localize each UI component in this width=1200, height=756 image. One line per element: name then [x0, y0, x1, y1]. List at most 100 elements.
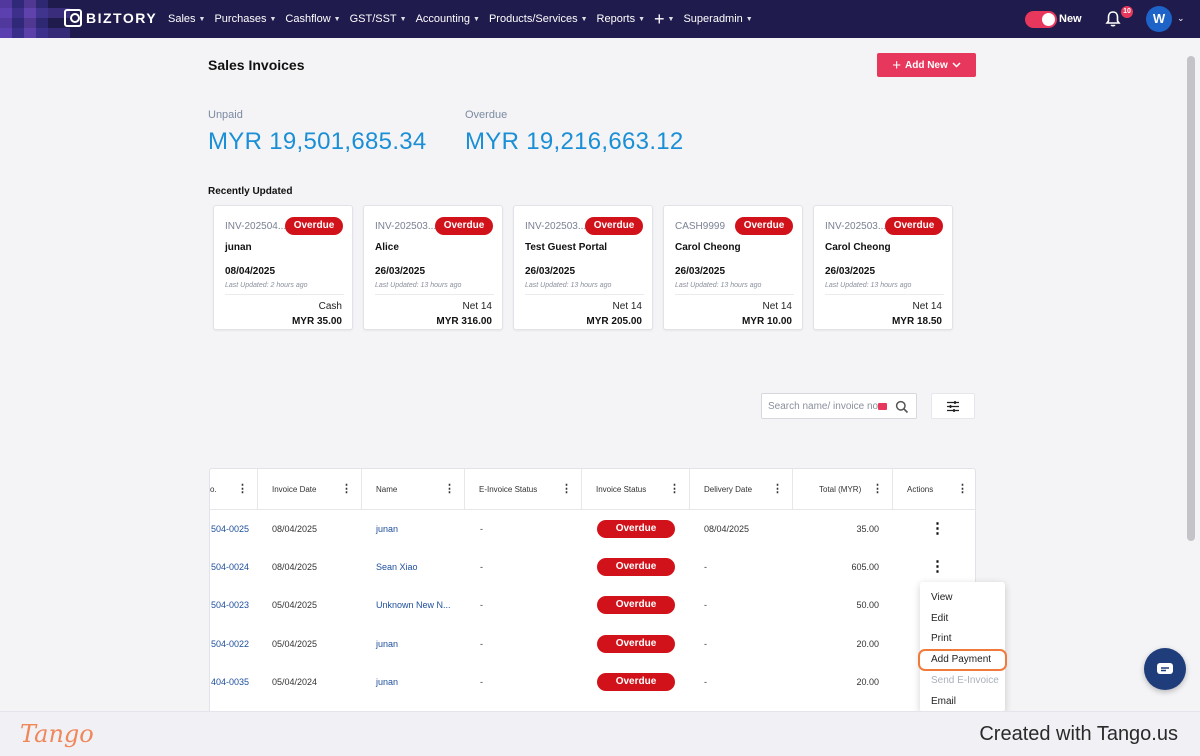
- main-menu: Sales ▼ Purchases ▼ Cashflow ▼ GST/SST ▼ Acc…: [168, 0, 762, 38]
- card-terms: Net 14: [762, 301, 792, 312]
- customer-name-link[interactable]: junan: [376, 677, 399, 687]
- invoice-date: 05/04/2025: [272, 600, 318, 610]
- menu-item-add-payment[interactable]: Add Payment: [931, 654, 992, 665]
- card-customer-name: junan: [225, 242, 252, 253]
- chevron-down-icon: ▼: [580, 15, 588, 23]
- column-header-total[interactable]: Total (MYR) ⋮: [793, 469, 893, 510]
- table-row[interactable]: 504-0024 08/04/2025 Sean Xiao - Overdue …: [210, 548, 975, 586]
- divider: [525, 294, 644, 295]
- menu-gst-sst[interactable]: GST/SST ▼: [350, 13, 407, 25]
- menu-purchases[interactable]: Purchases ▼: [214, 13, 276, 25]
- e-invoice-status: -: [480, 639, 483, 649]
- status-badge: Overdue: [585, 217, 643, 235]
- card-date: 08/04/2025: [225, 266, 276, 277]
- column-header-e-invoice-status[interactable]: E-Invoice Status ⋮: [465, 469, 582, 510]
- column-header-invoice-status[interactable]: Invoice Status ⋮: [582, 469, 690, 510]
- add-new-button[interactable]: + Add New: [877, 53, 976, 77]
- card-last-updated: Last Updated: 2 hours ago: [225, 282, 308, 289]
- menu-item-view[interactable]: View: [931, 592, 953, 603]
- customer-name-link[interactable]: junan: [376, 639, 399, 649]
- page-title: Sales Invoices: [208, 57, 305, 73]
- column-menu-icon[interactable]: ⋮: [669, 483, 680, 495]
- menu-sales[interactable]: Sales ▼: [168, 13, 205, 25]
- invoice-number-link[interactable]: 504-0022: [211, 639, 250, 649]
- column-menu-icon[interactable]: ⋮: [444, 483, 455, 495]
- column-menu-icon[interactable]: ⋮: [341, 483, 352, 495]
- delivery-date: -: [704, 639, 707, 649]
- delivery-date: -: [704, 600, 707, 610]
- table-row[interactable]: 404-0035 05/04/2024 junan - Overdue - 20…: [210, 663, 975, 701]
- avatar[interactable]: W: [1146, 6, 1172, 32]
- search-icon[interactable]: [895, 400, 909, 414]
- scrollbar[interactable]: [1187, 56, 1195, 541]
- customer-name-link[interactable]: Unknown New N...: [376, 600, 451, 610]
- total-amount: 35.00: [856, 524, 879, 534]
- column-header-invoice-date[interactable]: Invoice Date ⋮: [258, 469, 362, 510]
- card-amount: MYR 18.50: [891, 316, 942, 327]
- card-date: 26/03/2025: [675, 266, 726, 277]
- chat-button[interactable]: [1144, 648, 1186, 690]
- row-actions-icon[interactable]: ⋮: [930, 520, 945, 537]
- tango-credit: Created with Tango.us: [979, 723, 1178, 745]
- customer-name-link[interactable]: Sean Xiao: [376, 562, 418, 572]
- e-invoice-status: -: [480, 524, 483, 534]
- menu-item-send-e-invoice: Send E-Invoice: [931, 675, 999, 686]
- column-menu-icon[interactable]: ⋮: [237, 483, 248, 495]
- menu-cashflow[interactable]: Cashflow ▼: [285, 13, 340, 25]
- filter-button[interactable]: [931, 393, 975, 419]
- invoice-number-link[interactable]: 504-0025: [211, 524, 250, 534]
- e-invoice-status: -: [480, 600, 483, 610]
- column-header-invoice-no[interactable]: o. ⋮: [210, 469, 258, 510]
- menu-item-edit[interactable]: Edit: [931, 613, 949, 624]
- recent-invoice-card[interactable]: INV-202504... Overdue junan 08/04/2025 L…: [213, 205, 353, 330]
- overdue-label: Overdue: [465, 109, 508, 121]
- menu-label: Superadmin: [683, 13, 743, 25]
- card-invoice-number: INV-202503...: [825, 221, 887, 232]
- invoice-number-link[interactable]: 504-0023: [211, 600, 250, 610]
- brand-logo[interactable]: BIZTORY: [64, 9, 157, 27]
- invoice-number-link[interactable]: 404-0035: [211, 677, 250, 687]
- invoice-table: o. ⋮ Invoice Date ⋮ Name ⋮ E-Invoice Status…: [209, 468, 976, 728]
- logo-icon: [64, 9, 82, 27]
- menu-accounting[interactable]: Accounting ▼: [416, 13, 480, 25]
- column-header-actions[interactable]: Actions ⋮: [893, 469, 975, 510]
- menu-label: Products/Services: [488, 13, 578, 25]
- recent-invoice-card[interactable]: INV-202503... Overdue Test Guest Portal …: [513, 205, 653, 330]
- chevron-down-icon: [952, 62, 961, 68]
- column-menu-icon[interactable]: ⋮: [772, 483, 783, 495]
- recent-invoice-card[interactable]: CASH9999 Overdue Carol Cheong 26/03/2025…: [663, 205, 803, 330]
- menu-products-services[interactable]: Products/Services ▼: [489, 13, 588, 25]
- table-row[interactable]: 504-0025 08/04/2025 junan - Overdue 08/0…: [210, 510, 975, 548]
- customer-name-link[interactable]: junan: [376, 524, 399, 534]
- column-header-name[interactable]: Name ⋮: [362, 469, 465, 510]
- recent-invoice-card[interactable]: INV-202503... Overdue Alice 26/03/2025 L…: [363, 205, 503, 330]
- invoice-number-link[interactable]: 504-0024: [211, 562, 250, 572]
- recent-invoice-card[interactable]: INV-202503... Overdue Carol Cheong 26/03…: [813, 205, 953, 330]
- table-row[interactable]: 504-0022 05/04/2025 junan - Overdue - 20…: [210, 625, 975, 663]
- menu-quick-add[interactable]: + ▼: [654, 10, 674, 28]
- menu-reports[interactable]: Reports ▼: [597, 13, 645, 25]
- column-label: Delivery Date: [704, 485, 753, 494]
- card-customer-name: Carol Cheong: [675, 242, 741, 253]
- column-label: Actions: [907, 485, 934, 494]
- card-invoice-number: INV-202503...: [525, 221, 587, 232]
- table-row[interactable]: 504-0023 05/04/2025 Unknown New N... - O…: [210, 586, 975, 624]
- menu-item-print[interactable]: Print: [931, 633, 952, 644]
- invoice-date: 05/04/2024: [272, 677, 318, 687]
- search-input[interactable]: [768, 398, 880, 415]
- column-menu-icon[interactable]: ⋮: [957, 483, 968, 495]
- card-last-updated: Last Updated: 13 hours ago: [525, 282, 612, 289]
- notification-badge: 10: [1121, 6, 1133, 18]
- recently-updated-title: Recently Updated: [208, 186, 293, 197]
- menu-superadmin[interactable]: Superadmin ▼: [683, 13, 752, 25]
- chevron-down-icon[interactable]: ⌄: [1177, 13, 1185, 23]
- column-menu-icon[interactable]: ⋮: [872, 483, 883, 495]
- chevron-down-icon: ▼: [399, 15, 407, 23]
- bell-icon[interactable]: [1105, 10, 1121, 28]
- highlight-ring: [918, 649, 1007, 671]
- menu-item-email[interactable]: Email: [931, 696, 957, 707]
- new-ui-toggle[interactable]: [1025, 11, 1057, 28]
- column-menu-icon[interactable]: ⋮: [561, 483, 572, 495]
- column-header-delivery-date[interactable]: Delivery Date ⋮: [690, 469, 793, 510]
- row-actions-icon[interactable]: ⋮: [930, 558, 945, 575]
